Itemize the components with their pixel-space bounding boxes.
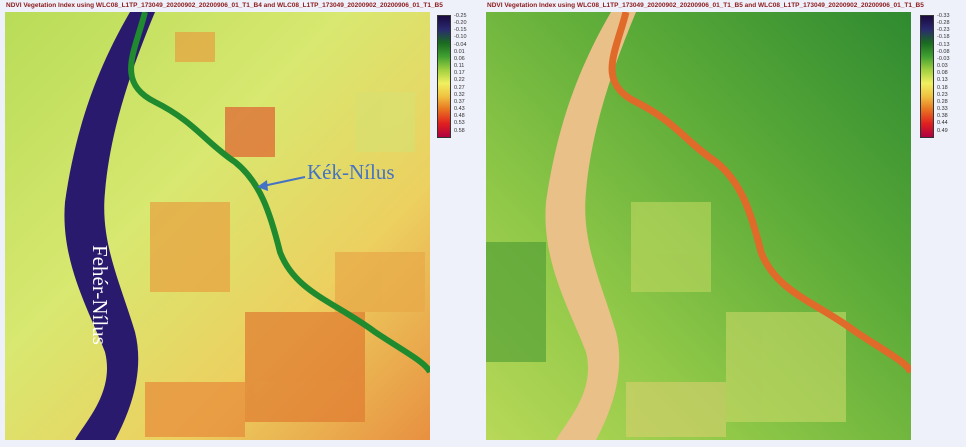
- tick: -0.18: [937, 34, 950, 41]
- tick: -0.03: [937, 55, 950, 62]
- blue-nile-label: Kék-Nílus: [307, 160, 395, 184]
- left-ndvi-panel: NDVI Vegetation Index using WLC08_L1TP_1…: [0, 0, 485, 447]
- tick: 0.27: [454, 84, 465, 91]
- cropland-patches: [486, 202, 846, 437]
- tick: 0.48: [454, 113, 465, 120]
- cropland-patch: [225, 107, 275, 157]
- cropland-patch: [175, 32, 215, 62]
- tick: 0.22: [454, 77, 465, 84]
- right-colorbar: [920, 15, 934, 138]
- tick: 0.32: [454, 91, 465, 98]
- white-nile-river: [64, 12, 155, 440]
- tick: -0.15: [454, 27, 467, 34]
- tick: 0.18: [937, 84, 948, 91]
- tick: 0.38: [937, 113, 948, 120]
- tick: 0.37: [454, 98, 465, 105]
- cropland-patch: [355, 92, 415, 152]
- cropland-patch: [335, 252, 425, 312]
- white-nile-river: [545, 12, 636, 440]
- tick: 0.11: [454, 63, 465, 70]
- tick: -0.20: [454, 20, 467, 27]
- left-ndvi-map: [5, 12, 430, 440]
- left-map-title: NDVI Vegetation Index using WLC08_L1TP_1…: [6, 2, 443, 9]
- tick: -0.23: [937, 27, 950, 34]
- tick: 0.58: [454, 127, 465, 134]
- blue-nile-river: [608, 12, 911, 374]
- tick: 0.13: [937, 77, 948, 84]
- left-colorbar-ticks: -0.25 -0.20 -0.15 -0.10 -0.04 0.01 0.06 0.11 0.1…: [454, 13, 467, 135]
- tick: -0.25: [454, 13, 467, 19]
- left-colorbar: [437, 15, 451, 138]
- cropland-patch: [145, 382, 245, 437]
- tick: -0.13: [937, 41, 950, 48]
- cropland-patch: [245, 312, 365, 422]
- cropland-patch: [726, 312, 846, 422]
- tick: 0.53: [454, 120, 465, 127]
- tick: -0.04: [454, 41, 467, 48]
- tick: -0.33: [937, 13, 950, 19]
- cropland-patch: [631, 202, 711, 292]
- tick: 0.28: [937, 98, 948, 105]
- right-ndvi-map: [486, 12, 911, 440]
- tick: 0.08: [937, 70, 948, 77]
- tick: -0.10: [454, 34, 467, 41]
- tick: 0.17: [454, 70, 465, 77]
- cropland-patch: [486, 242, 546, 362]
- tick: -0.28: [937, 20, 950, 27]
- tick: 0.03: [937, 63, 948, 70]
- blue-nile-river: [128, 12, 430, 374]
- right-colorbar-ticks: -0.33 -0.28 -0.23 -0.18 -0.13 -0.08 -0.03 0.03 0…: [937, 13, 950, 135]
- arrow-line: [262, 176, 306, 187]
- tick: 0.43: [454, 106, 465, 113]
- tick: 0.01: [454, 48, 465, 55]
- tick: 0.33: [937, 106, 948, 113]
- tick: 0.49: [937, 127, 948, 134]
- cropland-patch: [626, 382, 726, 437]
- tick: 0.06: [454, 55, 465, 62]
- white-nile-label: Fehér-Nílus: [88, 245, 112, 345]
- arrow-head: [257, 180, 268, 191]
- cropland-patch: [150, 202, 230, 292]
- right-ndvi-panel: NDVI Vegetation Index using WLC08_L1TP_1…: [481, 0, 966, 447]
- tick: 0.23: [937, 91, 948, 98]
- tick: -0.08: [937, 48, 950, 55]
- right-map-title: NDVI Vegetation Index using WLC08_L1TP_1…: [487, 2, 924, 9]
- tick: 0.44: [937, 120, 948, 127]
- cropland-patches: [145, 32, 425, 437]
